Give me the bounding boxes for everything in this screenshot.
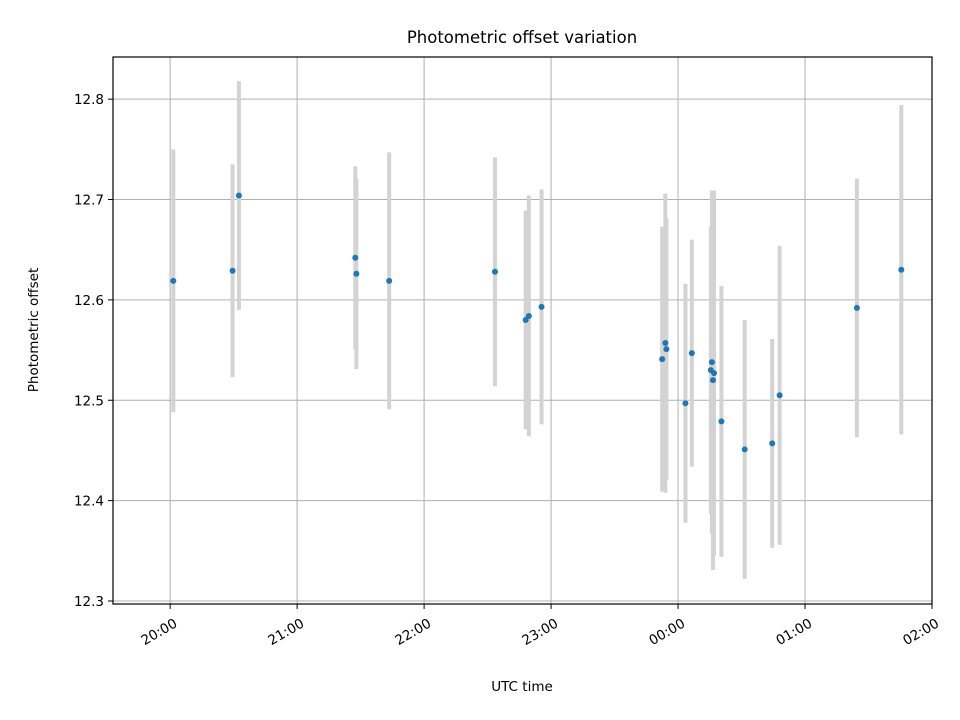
data-point	[662, 340, 669, 347]
data-point	[776, 392, 783, 399]
data-point	[386, 277, 393, 284]
data-point	[708, 359, 715, 366]
x-axis-label: UTC time	[491, 679, 553, 695]
plot-frame	[112, 56, 933, 605]
grid	[113, 57, 933, 604]
data-point	[522, 316, 529, 323]
y-tick-label: 12.8	[74, 92, 104, 108]
data-point	[741, 446, 748, 453]
y-tick-label: 12.4	[74, 494, 104, 510]
y-tick-label: 12.5	[74, 393, 104, 409]
data-point	[718, 418, 725, 425]
data-point	[229, 267, 236, 274]
data-point	[853, 304, 860, 311]
data-point	[663, 346, 670, 353]
data-point	[709, 377, 716, 384]
chart-title: Photometric offset variation	[407, 28, 637, 47]
data-point	[538, 303, 545, 310]
data-point	[170, 277, 177, 284]
data-point	[898, 266, 905, 273]
data-points	[170, 192, 905, 453]
data-point	[711, 370, 718, 377]
data-point	[769, 440, 776, 447]
data-point	[688, 350, 695, 357]
data-point	[491, 268, 498, 275]
data-point	[352, 254, 359, 261]
data-point	[235, 192, 242, 199]
data-point	[682, 400, 689, 407]
data-point	[353, 270, 360, 277]
data-point	[525, 312, 532, 319]
y-tick-label: 12.7	[74, 193, 104, 209]
y-axis-label: Photometric offset	[26, 268, 42, 392]
y-tick-label: 12.3	[74, 594, 104, 610]
data-point	[659, 356, 666, 363]
y-ticks: 12.3 12.4 12.5 12.6 12.7 12.8	[74, 92, 113, 610]
y-tick-label: 12.6	[74, 293, 104, 309]
